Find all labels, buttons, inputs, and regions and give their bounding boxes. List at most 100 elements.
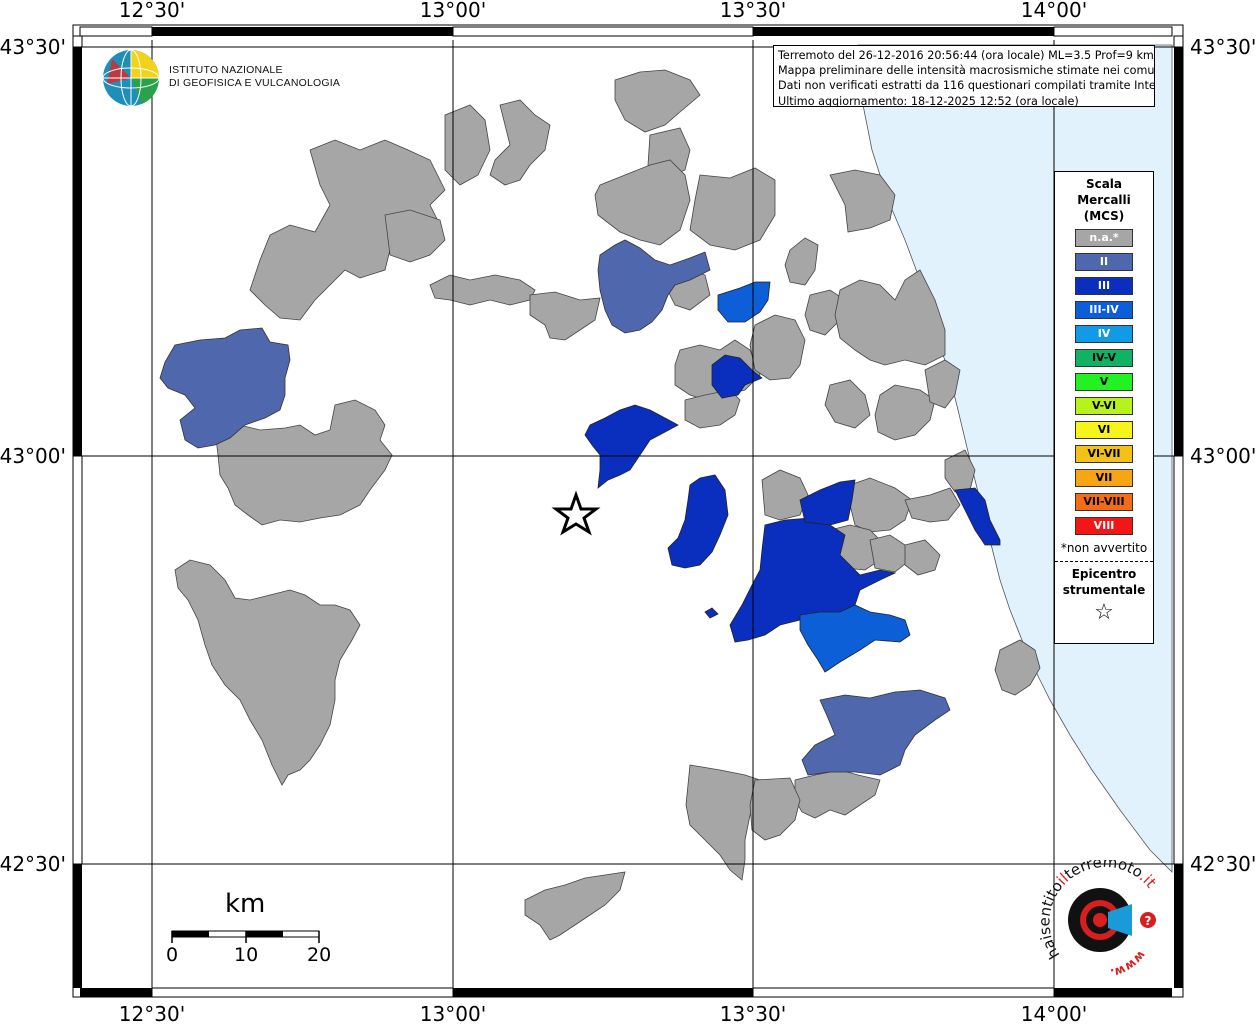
municipality [994, 639, 1041, 696]
municipality [784, 237, 819, 286]
legend-note: *non avvertito [1060, 541, 1148, 555]
municipality [849, 477, 913, 533]
municipality [159, 327, 291, 449]
event-info-line: Dati non verificati estratti da 116 ques… [778, 79, 1155, 93]
municipality [444, 104, 491, 186]
scale-bar-unit: km [225, 889, 266, 919]
lat-label-left: 43°00' [0, 444, 66, 468]
municipality [924, 359, 961, 409]
intensity-legend: Scala Mercalli (MCS) n.a.* II III III-IV IV I… [1054, 171, 1154, 644]
legend-epicenter-line: strumentale [1062, 583, 1146, 597]
municipality [834, 269, 946, 366]
municipality [384, 209, 446, 263]
municipality [614, 69, 701, 133]
legend-title-line: (MCS) [1083, 209, 1125, 223]
municipality [717, 281, 771, 323]
municipality [584, 404, 679, 489]
lat-label-right: 42°30' [1190, 852, 1256, 876]
institute-line-2: DI GEOFISICA E VULCANOLOGIA [169, 77, 341, 89]
municipality [685, 764, 761, 881]
lat-label-right: 43°00' [1190, 444, 1256, 468]
municipality [804, 289, 846, 336]
haisentito-logo: haisentitoilterremoto.it www. ? [1040, 860, 1160, 980]
legend-separator [1055, 561, 1153, 562]
event-info-line: Mappa preliminare delle intensità macros… [778, 64, 1155, 78]
intensity-III-municipalities [584, 354, 1001, 643]
legend-item: VII-VIII [1075, 493, 1133, 511]
municipality [597, 239, 711, 334]
legend-epicenter-line: Epicentro [1071, 567, 1137, 581]
legend-items: n.a.* II III III-IV IV IV-V V V-VI VI VI-VII VII VI… [1055, 229, 1153, 535]
lon-label-bottom: 13°00' [420, 1002, 486, 1024]
scale-bar-tick-label: 0 [166, 944, 179, 966]
not-felt-municipalities [174, 69, 1041, 941]
municipality [904, 487, 961, 523]
legend-title-line: Scala [1085, 177, 1123, 191]
lon-label-top: 14°00' [1021, 0, 1087, 22]
event-info-line: Terremoto del 26-12-2016 20:56:44 (ora l… [778, 49, 1154, 62]
municipality [954, 487, 1001, 546]
institute-name: ISTITUTO NAZIONALE DI GEOFISICA E VULCAN… [169, 64, 340, 90]
legend-item: V [1075, 373, 1133, 391]
municipality [529, 291, 601, 341]
legend-item: III-IV [1075, 301, 1133, 319]
municipality [829, 169, 896, 233]
legend-item: VI-VII [1075, 445, 1133, 463]
municipality [749, 314, 806, 381]
legend-item: V-VI [1075, 397, 1133, 415]
municipality [869, 534, 911, 573]
municipality [799, 604, 911, 673]
legend-title: Scala Mercalli (MCS) [1055, 176, 1153, 224]
legend-item: VIII [1075, 517, 1133, 535]
legend-item: IV [1075, 325, 1133, 343]
municipality [594, 159, 691, 246]
event-info-line: Ultimo aggiornamento: 18-12-2025 12:52 (… [778, 94, 1079, 107]
municipality [801, 689, 951, 776]
lon-label-bottom: 12°30' [119, 1002, 185, 1024]
lon-label-bottom: 13°30' [720, 1002, 786, 1024]
municipality [794, 769, 881, 819]
municipality [489, 99, 551, 186]
institute-line-1: ISTITUTO NAZIONALE [169, 64, 283, 76]
ingv-globe-logo [102, 49, 160, 107]
lon-label-top: 13°00' [420, 0, 486, 22]
municipality [904, 539, 941, 576]
svg-text:?: ? [1145, 914, 1152, 928]
municipality [684, 389, 741, 429]
municipality [214, 399, 393, 526]
municipality [824, 379, 871, 429]
lon-label-bottom: 14°00' [1021, 1002, 1087, 1024]
scale-bar [171, 930, 320, 943]
municipality [799, 479, 856, 526]
municipality [524, 871, 626, 941]
epicenter-star-icon [551, 490, 601, 536]
legend-item: n.a.* [1075, 229, 1133, 247]
municipality [689, 167, 776, 251]
intensity-III-IV-municipalities [717, 281, 911, 673]
municipality [749, 777, 801, 841]
legend-title-line: Mercalli [1077, 193, 1131, 207]
lon-label-top: 12°30' [119, 0, 185, 22]
municipality [761, 469, 809, 521]
legend-item: VI [1075, 421, 1133, 439]
municipality [704, 607, 719, 619]
scale-bar-tick-label: 20 [307, 944, 332, 966]
municipality [874, 384, 936, 441]
legend-star-icon: ☆ [1094, 600, 1114, 625]
intensity-II-municipalities [159, 239, 951, 776]
scale-bar-tick-label: 10 [234, 944, 259, 966]
event-info-box: Terremoto del 26-12-2016 20:56:44 (ora l… [773, 45, 1155, 107]
svg-text:www.: www. [1109, 948, 1149, 980]
legend-item: IV-V [1075, 349, 1133, 367]
lat-label-right: 43°30' [1190, 35, 1256, 59]
legend-epicenter-label: Epicentro strumentale [1055, 566, 1153, 598]
municipality [249, 139, 446, 321]
municipality [429, 274, 536, 306]
legend-item: VII [1075, 469, 1133, 487]
lat-label-left: 42°30' [0, 852, 66, 876]
lon-label-top: 13°30' [720, 0, 786, 22]
municipality [174, 559, 361, 786]
legend-item: III [1075, 277, 1133, 295]
lat-label-left: 43°30' [0, 35, 66, 59]
